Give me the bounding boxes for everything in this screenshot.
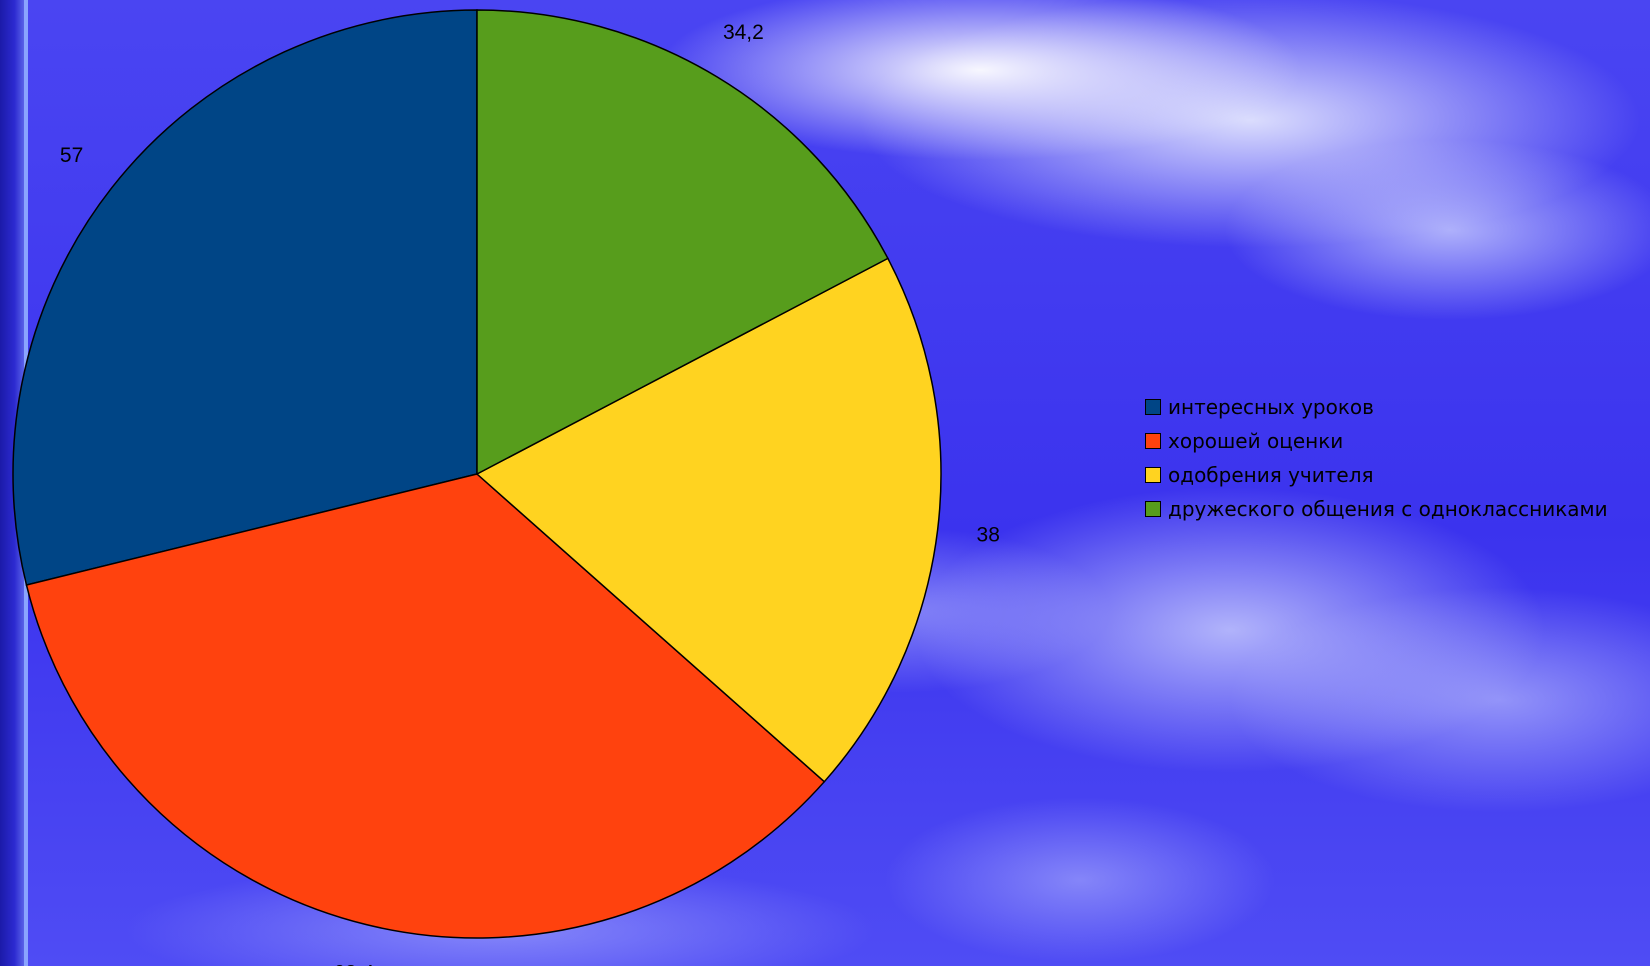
- pie-data-label: 38: [977, 524, 1000, 547]
- pie-data-labels: 57 68,4 38 34,2: [60, 21, 1000, 966]
- legend-swatch: [1145, 467, 1161, 483]
- legend-label: дружеского общения с одноклассниками: [1168, 497, 1608, 521]
- legend-swatch: [1145, 399, 1161, 415]
- legend-label: одобрения учителя: [1168, 463, 1374, 487]
- legend-label: хорошей оценки: [1168, 429, 1344, 453]
- pie-slice: [12, 9, 478, 586]
- pie-data-label: 68,4: [333, 962, 374, 966]
- legend-item: интересных уроков: [1145, 390, 1608, 424]
- chart-legend: интересных уроков хорошей оценки одобрен…: [1145, 390, 1608, 526]
- pie-data-label: 34,2: [723, 21, 764, 44]
- legend-swatch: [1145, 433, 1161, 449]
- pie-slice: [476, 9, 889, 476]
- legend-swatch: [1145, 501, 1161, 517]
- pie-data-label: 57: [60, 144, 83, 167]
- legend-label: интересных уроков: [1168, 395, 1374, 419]
- legend-item: одобрения учителя: [1145, 458, 1608, 492]
- pie-slice: [25, 473, 826, 939]
- pie-slices: [12, 9, 942, 939]
- pie-slice: [475, 257, 942, 783]
- legend-item: дружеского общения с одноклассниками: [1145, 492, 1608, 526]
- legend-item: хорошей оценки: [1145, 424, 1608, 458]
